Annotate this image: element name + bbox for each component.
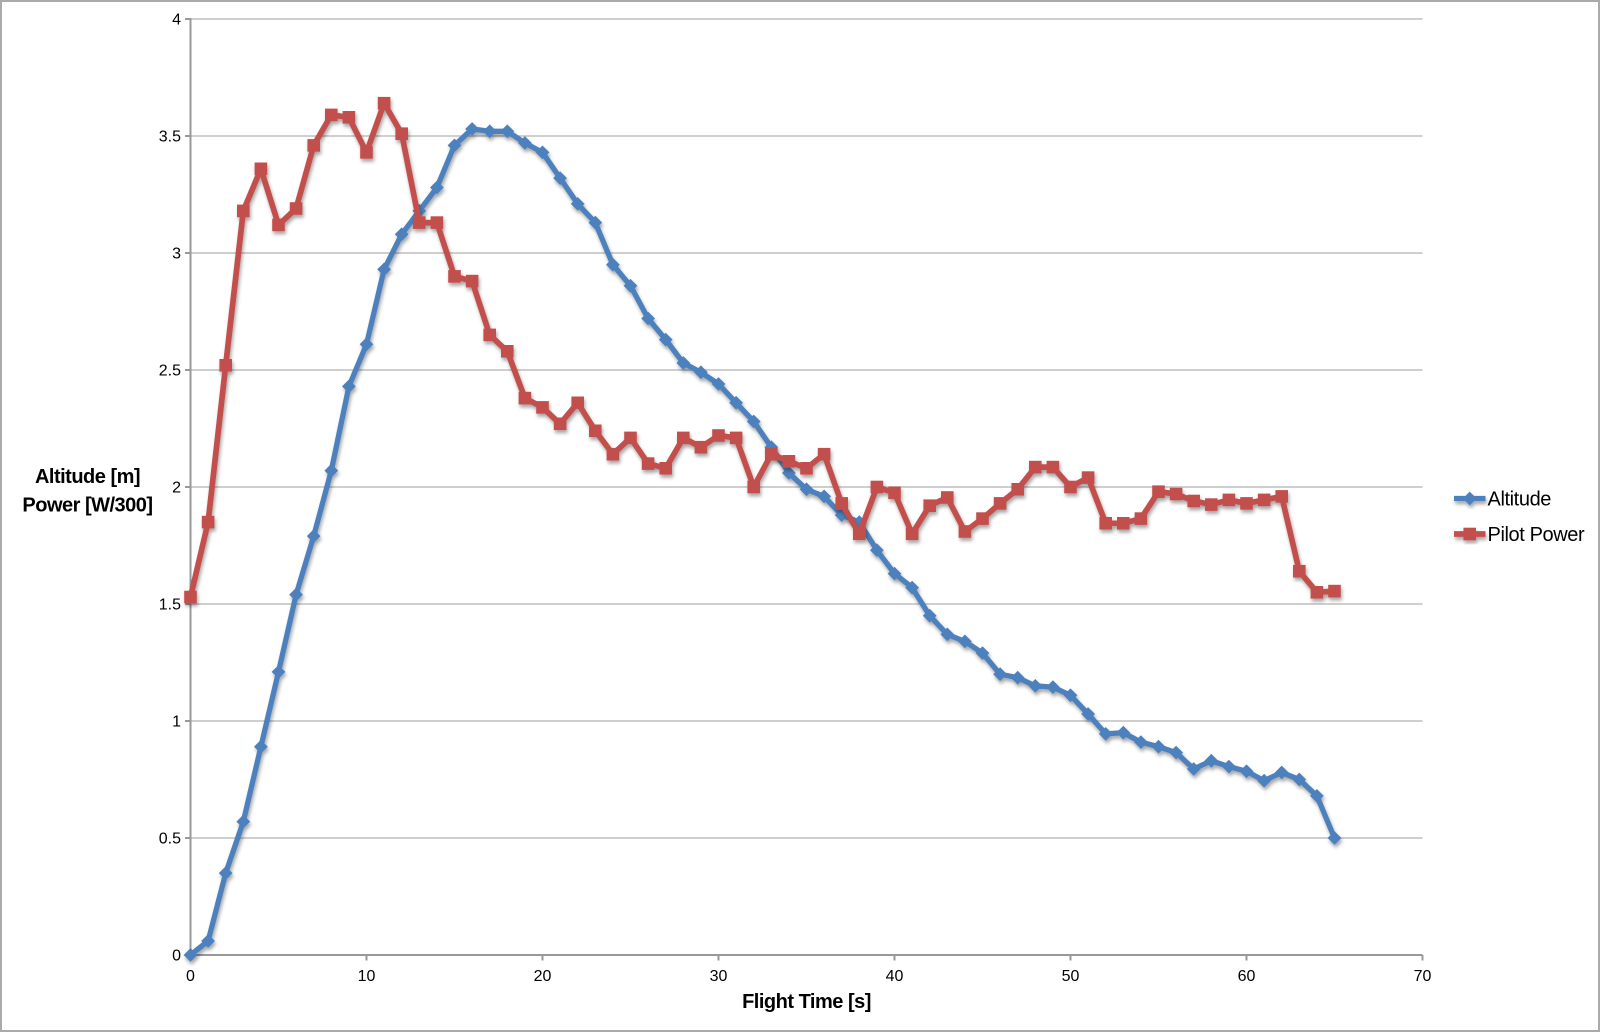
svg-text:1: 1 <box>172 714 181 731</box>
svg-text:0: 0 <box>186 968 195 985</box>
svg-text:10: 10 <box>358 968 376 985</box>
svg-text:20: 20 <box>534 968 552 985</box>
svg-text:2.5: 2.5 <box>159 363 181 380</box>
svg-text:40: 40 <box>886 968 904 985</box>
svg-text:70: 70 <box>1414 968 1432 985</box>
svg-text:Altitude: Altitude <box>1488 489 1552 511</box>
svg-text:50: 50 <box>1062 968 1080 985</box>
svg-text:Altitude [m]: Altitude [m] <box>35 466 140 488</box>
svg-text:0.5: 0.5 <box>159 831 181 848</box>
svg-text:Pilot Power: Pilot Power <box>1488 524 1585 546</box>
svg-text:0: 0 <box>172 948 181 965</box>
svg-text:3: 3 <box>172 246 181 263</box>
svg-text:Power [W/300]: Power [W/300] <box>22 495 152 517</box>
svg-text:60: 60 <box>1238 968 1256 985</box>
svg-text:30: 30 <box>710 968 728 985</box>
svg-text:1.5: 1.5 <box>159 597 181 614</box>
svg-text:3.5: 3.5 <box>159 129 181 146</box>
svg-text:4: 4 <box>172 12 181 29</box>
svg-text:2: 2 <box>172 480 181 497</box>
svg-text:Flight Time [s]: Flight Time [s] <box>742 991 871 1013</box>
